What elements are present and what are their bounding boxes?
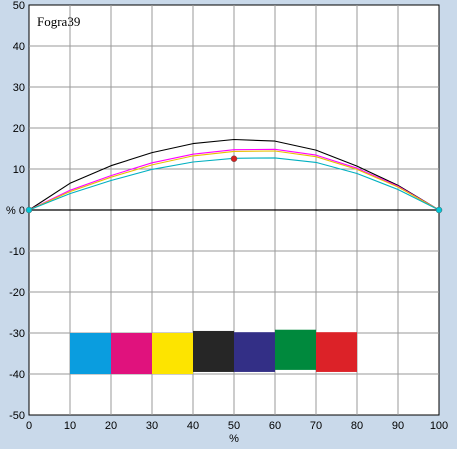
x-tick-label: 70	[310, 420, 322, 432]
y-tick-label: % 0	[6, 205, 25, 217]
data-points	[25, 155, 443, 214]
x-tick-labels: 0 10 20 30 40 50 60 70 80 90 100	[26, 420, 448, 432]
y-tick-label: -30	[9, 328, 25, 340]
data-point	[435, 206, 443, 214]
chart-title: Fogra39	[37, 14, 80, 29]
color-swatch	[193, 330, 234, 372]
y-tick-label: -50	[9, 410, 25, 422]
color-swatches	[70, 329, 357, 374]
x-tick-label: 50	[228, 420, 240, 432]
color-swatch	[152, 333, 193, 374]
x-tick-label: 10	[64, 420, 76, 432]
x-tick-label: 0	[26, 420, 32, 432]
x-axis-label: %	[229, 433, 239, 445]
color-swatch	[70, 333, 111, 374]
x-tick-label: 60	[269, 420, 281, 432]
y-tick-label: 50	[13, 0, 25, 12]
series-line	[28, 150, 440, 211]
y-tick-labels: -50 -40 -30 -20 -10 % 0 10 20 30 40 50	[6, 0, 25, 422]
x-tick-label: 100	[430, 420, 448, 432]
x-tick-label: 40	[187, 420, 199, 432]
color-swatch	[275, 329, 316, 370]
y-tick-label: -20	[9, 287, 25, 299]
y-tick-label: 30	[13, 82, 25, 94]
y-tick-label: -40	[9, 369, 25, 381]
series-line	[28, 138, 440, 211]
y-tick-label: -10	[9, 246, 25, 258]
series-lines	[28, 138, 440, 211]
series-line	[28, 148, 440, 211]
y-tick-label: 40	[13, 41, 25, 53]
y-tick-label: 20	[13, 123, 25, 135]
color-swatch	[316, 332, 357, 372]
data-point	[25, 206, 33, 214]
data-point	[230, 155, 238, 162]
color-swatch	[234, 332, 275, 372]
x-tick-label: 90	[392, 420, 404, 432]
x-tick-label: 80	[351, 420, 363, 432]
color-swatch	[111, 333, 152, 374]
x-tick-label: 30	[146, 420, 158, 432]
y-tick-label: 10	[13, 164, 25, 176]
x-tick-label: 20	[105, 420, 117, 432]
